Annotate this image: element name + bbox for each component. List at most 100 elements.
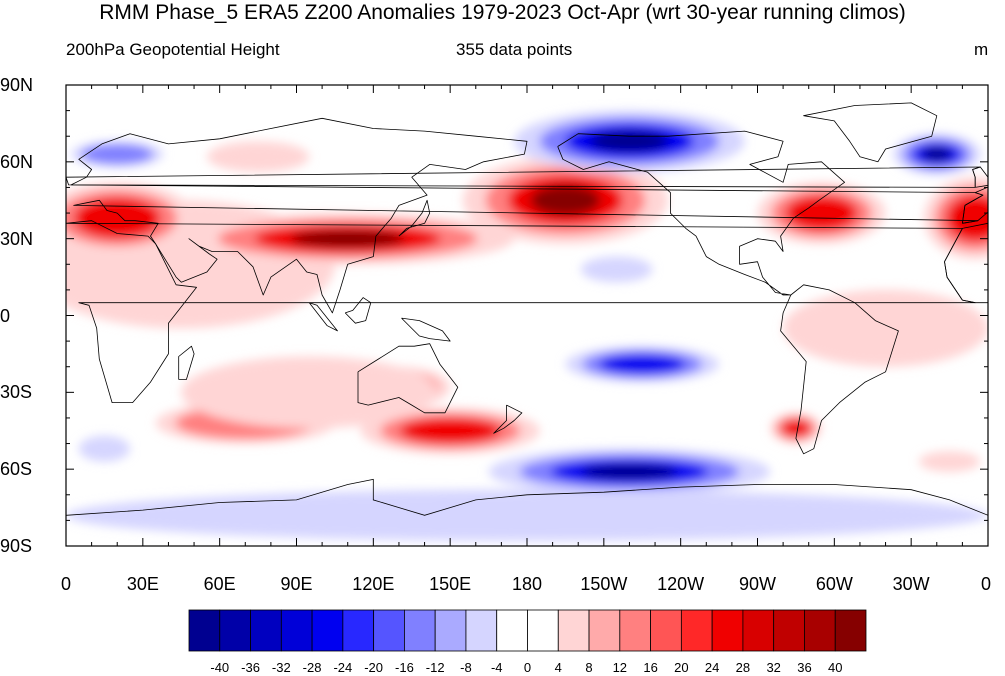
- colorbar-level-label: 40: [827, 660, 843, 675]
- colorbar-box: [311, 609, 344, 652]
- new-guinea-coastline: [401, 317, 451, 342]
- colorbar-box: [496, 609, 528, 652]
- new-zealand-coastline: [493, 404, 523, 434]
- colorbar-level-label: -8: [460, 660, 472, 675]
- colorbar-level-label: -32: [271, 660, 291, 675]
- colorbar-level-label: 20: [674, 660, 689, 675]
- colorbar-level-label: 8: [585, 660, 593, 675]
- colorbar-box: [834, 609, 867, 652]
- borneo-coastline: [344, 297, 372, 324]
- lat-tick-label: 30N: [0, 228, 34, 249]
- lon-tick-label: 30W: [892, 574, 930, 594]
- colorbar-level-label: 32: [766, 660, 781, 675]
- positive-anomaly: [530, 185, 601, 216]
- negative-anomaly: [599, 354, 686, 375]
- colorbar-box: [557, 609, 590, 652]
- japan-coastline: [398, 199, 431, 237]
- coastlines: [66, 102, 988, 516]
- lon-tick-label: 120E: [352, 574, 395, 594]
- positive-anomaly: [946, 195, 988, 242]
- colorbar-box: [804, 609, 836, 652]
- lon-tick-label: 90E: [280, 574, 313, 594]
- data-count-label: 355 data points: [456, 40, 573, 59]
- colorbar-level-label: -4: [490, 660, 503, 675]
- sumatra-coastline: [308, 302, 338, 332]
- negative-anomaly: [581, 463, 678, 480]
- colorbar-box: [373, 609, 405, 652]
- negative-anomaly: [81, 144, 154, 165]
- units-label: m: [974, 40, 989, 59]
- positive-anomaly: [74, 198, 161, 239]
- negative-anomaly: [921, 147, 952, 162]
- positive-anomaly: [781, 419, 811, 437]
- colorbar-box: [588, 609, 621, 652]
- colorbar-level-label: -24: [333, 660, 353, 675]
- colorbar-box: [773, 609, 805, 652]
- positive-anomaly: [783, 289, 988, 367]
- lat-tick-label: 60N: [0, 151, 34, 172]
- positive-anomaly: [206, 141, 310, 173]
- colorbar-level-label: 12: [612, 660, 628, 675]
- australia-coastline: [357, 343, 459, 414]
- positive-anomaly: [785, 195, 858, 231]
- lat-tick-label: 90S: [0, 536, 33, 556]
- colorbar-box: [434, 609, 467, 652]
- negative-anomaly: [78, 435, 131, 462]
- lon-tick-label: 0: [980, 574, 992, 594]
- colorbar-level-label: 24: [704, 660, 720, 675]
- colorbar-level-label: -16: [395, 660, 414, 675]
- lon-tick-label: 60W: [815, 574, 853, 594]
- colorbar-level-label: -40: [210, 660, 230, 675]
- south-america-coastline: [780, 284, 899, 455]
- colorbar-box: [619, 609, 651, 652]
- positive-anomaly: [291, 229, 405, 248]
- axis-ticks: [65, 84, 989, 547]
- colorbar-level-label: -28: [302, 660, 322, 675]
- lon-tick-label: 30E: [126, 574, 159, 594]
- antarctica-coastline: [66, 478, 988, 516]
- colorbar-box: [250, 609, 282, 652]
- colorbar-box: [404, 609, 436, 652]
- eurasia-coastline: [70, 117, 984, 314]
- lon-tick-label: 150E: [429, 574, 472, 594]
- colorbar-box: [650, 609, 682, 652]
- positive-anomaly: [181, 356, 438, 429]
- colorbar-level-label: 36: [797, 660, 812, 675]
- colorbar-box: [342, 609, 375, 652]
- colorbar-box: [465, 609, 498, 652]
- lon-tick-label: 180: [511, 574, 543, 594]
- africa-coastline: [66, 220, 976, 403]
- colorbar-level-label: 16: [643, 660, 658, 675]
- lon-tick-label: 0: [60, 574, 72, 594]
- greenland-coastline: [803, 102, 938, 163]
- figure-title: RMM Phase_5 ERA5 Z200 Anomalies 1979-202…: [99, 1, 906, 24]
- colorbar-box: [280, 609, 313, 652]
- positive-anomaly: [918, 451, 981, 472]
- colorbar-level-label: 4: [554, 660, 562, 675]
- negative-anomaly: [66, 489, 988, 541]
- colorbar-box: [527, 609, 559, 652]
- colorbar-level-label: 0: [523, 660, 532, 675]
- colorbar-box: [188, 609, 221, 652]
- lat-tick-label: 90N: [0, 75, 34, 95]
- variable-label: 200hPa Geopotential Height: [66, 40, 280, 59]
- anomaly-field: [66, 85, 988, 546]
- colorbar-level-label: -20: [364, 660, 384, 675]
- great-britain-wrap-coastline: [972, 166, 988, 188]
- positive-anomaly: [399, 417, 501, 444]
- lon-tick-label: 60E: [203, 574, 236, 594]
- lon-tick-label: 120W: [657, 574, 705, 594]
- colorbar-level-label: 28: [735, 660, 751, 675]
- lat-tick-label: 30S: [0, 382, 33, 403]
- colorbar-box: [680, 609, 713, 652]
- madagascar-coastline: [178, 345, 195, 380]
- colorbar-box: [219, 609, 251, 652]
- lon-tick-label: 150W: [580, 574, 628, 594]
- north-america-coastline: [557, 130, 845, 296]
- colorbar-box: [742, 609, 775, 652]
- lat-tick-label: 0: [0, 305, 11, 326]
- colorbar-level-label: -12: [425, 660, 445, 675]
- colorbar-level-label: -36: [241, 660, 260, 675]
- lat-tick-label: 60S: [0, 459, 33, 480]
